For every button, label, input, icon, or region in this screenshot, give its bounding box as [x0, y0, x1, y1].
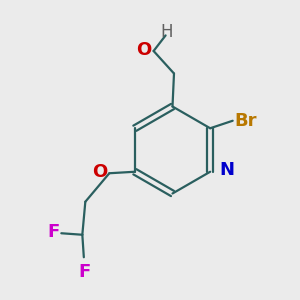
- Text: O: O: [92, 163, 107, 181]
- Text: F: F: [78, 263, 91, 281]
- Text: H: H: [160, 23, 172, 41]
- Text: N: N: [219, 161, 234, 179]
- Text: F: F: [47, 223, 59, 241]
- Text: Br: Br: [234, 112, 257, 130]
- Text: O: O: [136, 41, 152, 59]
